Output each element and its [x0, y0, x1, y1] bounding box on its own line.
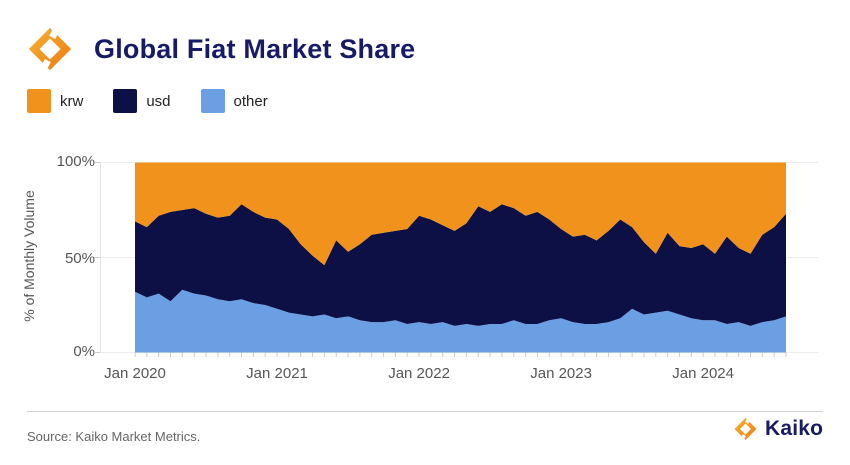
x-tick-label-Jan-2020: Jan 2020 [104, 365, 166, 382]
area-krw[interactable] [135, 162, 786, 266]
kaiko-brand[interactable]: Kaiko [733, 417, 823, 441]
legend-item-other[interactable]: other [200, 89, 268, 113]
stacked-area-chart[interactable]: Jan 2020 Jan 2021 Jan 2022 Jan 2023 Jan 2024 [94, 158, 820, 398]
y-tick-50: 50% [64, 250, 95, 267]
legend-swatch-usd [113, 89, 138, 113]
x-tick-label-Jan-2024: Jan 2024 [672, 365, 734, 382]
area-other[interactable] [135, 289, 786, 353]
kaiko-logo-icon [28, 26, 72, 72]
legend-label-usd: usd [146, 92, 171, 110]
header: Global Fiat Market Share [26, 26, 415, 72]
legend-item-krw[interactable]: krw [27, 89, 83, 113]
page-title: Global Fiat Market Share [94, 33, 416, 64]
legend-swatch-other [200, 89, 225, 113]
y-tick-0: 0% [73, 343, 95, 360]
legend-item-usd[interactable]: usd [113, 89, 171, 113]
chart-legend: krw usd other [27, 89, 298, 113]
area-usd[interactable] [135, 204, 786, 326]
x-tick-label-Jan-2022: Jan 2022 [388, 365, 450, 382]
kaiko-brand-text: Kaiko [765, 417, 824, 440]
legend-label-other: other [233, 92, 268, 110]
y-tick-100: 100% [56, 153, 95, 170]
footer-divider [27, 411, 823, 412]
x-tick-label-Jan-2023: Jan 2023 [530, 365, 592, 382]
x-tick-label-Jan-2021: Jan 2021 [246, 365, 308, 382]
kaiko-brand-icon [734, 417, 757, 441]
legend-label-krw: krw [60, 92, 84, 110]
source-text: Source: Kaiko Market Metrics. [27, 429, 201, 444]
y-axis-title: % of Monthly Volume [21, 190, 37, 322]
legend-swatch-krw [27, 89, 51, 113]
